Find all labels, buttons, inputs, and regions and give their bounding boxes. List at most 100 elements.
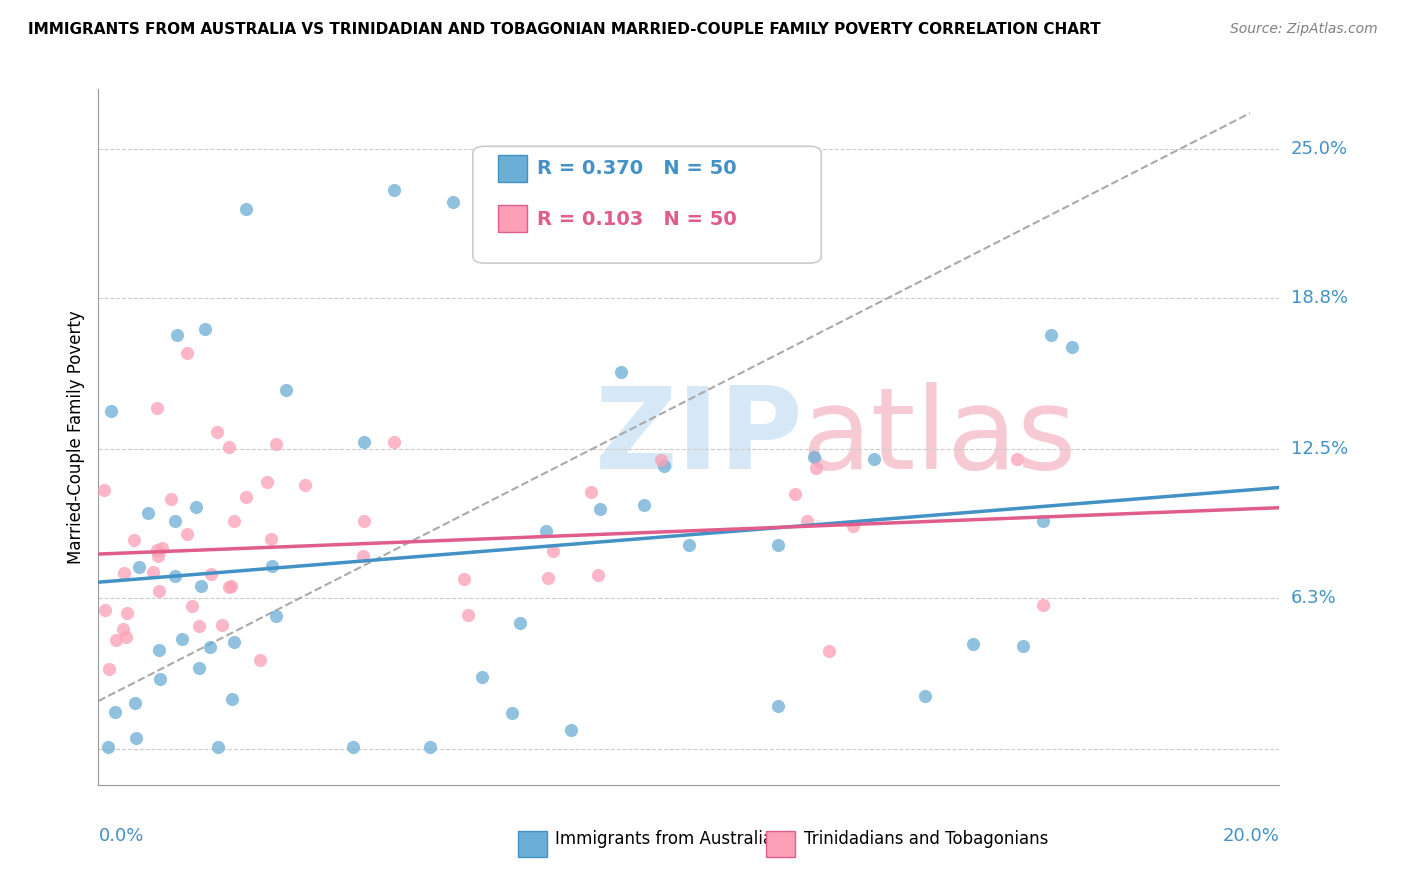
Point bbox=[610, 365, 633, 379]
Point bbox=[122, 533, 145, 547]
Point bbox=[453, 572, 475, 586]
Point bbox=[1011, 639, 1033, 653]
Point bbox=[176, 346, 198, 360]
Point bbox=[200, 567, 222, 582]
Point bbox=[249, 653, 271, 667]
Point bbox=[150, 541, 173, 555]
Point bbox=[264, 437, 287, 451]
Point bbox=[188, 661, 211, 675]
Point bbox=[184, 500, 207, 514]
Point bbox=[863, 452, 886, 467]
Point bbox=[93, 483, 115, 498]
Point bbox=[207, 739, 229, 754]
Bar bbox=[766, 830, 796, 857]
Point bbox=[274, 384, 297, 398]
Point bbox=[785, 486, 807, 500]
Point bbox=[581, 484, 603, 499]
Point bbox=[353, 514, 375, 528]
Point bbox=[294, 478, 316, 492]
Point bbox=[1032, 598, 1054, 612]
Point bbox=[541, 544, 564, 558]
Point bbox=[589, 502, 612, 516]
Point bbox=[796, 514, 818, 528]
Point bbox=[190, 579, 212, 593]
Point bbox=[441, 194, 464, 209]
Point bbox=[353, 435, 375, 450]
Point bbox=[537, 571, 560, 585]
Point bbox=[136, 507, 159, 521]
Point bbox=[166, 327, 188, 342]
Point bbox=[382, 183, 405, 197]
Point bbox=[678, 538, 700, 552]
Point bbox=[180, 599, 202, 614]
Point bbox=[148, 643, 170, 657]
Point bbox=[93, 602, 115, 616]
Point bbox=[219, 579, 242, 593]
Point bbox=[586, 568, 609, 582]
Text: 18.8%: 18.8% bbox=[1291, 289, 1347, 307]
Point bbox=[205, 425, 228, 440]
Text: Immigrants from Australia: Immigrants from Australia bbox=[555, 830, 773, 847]
Point bbox=[104, 632, 127, 647]
Point bbox=[1040, 327, 1063, 342]
Text: R = 0.103   N = 50: R = 0.103 N = 50 bbox=[537, 210, 737, 229]
Point bbox=[804, 461, 827, 475]
Point bbox=[111, 622, 134, 636]
Point bbox=[125, 731, 148, 745]
Point bbox=[509, 616, 531, 631]
Text: R = 0.370   N = 50: R = 0.370 N = 50 bbox=[537, 159, 737, 178]
Text: ZIP: ZIP bbox=[595, 382, 803, 492]
Text: Trinidadians and Tobagonians: Trinidadians and Tobagonians bbox=[803, 830, 1047, 847]
Point bbox=[145, 542, 167, 557]
Text: 0.0%: 0.0% bbox=[98, 827, 143, 845]
Point bbox=[224, 635, 246, 649]
Text: 6.3%: 6.3% bbox=[1291, 589, 1336, 607]
Point bbox=[766, 538, 789, 552]
Point bbox=[211, 618, 233, 632]
Point bbox=[536, 524, 558, 539]
Point bbox=[142, 565, 165, 579]
Point bbox=[266, 608, 288, 623]
Text: 25.0%: 25.0% bbox=[1291, 140, 1348, 158]
Point bbox=[471, 670, 494, 684]
Point bbox=[149, 672, 172, 686]
Point bbox=[382, 434, 405, 449]
Point bbox=[163, 514, 186, 528]
Point bbox=[419, 739, 441, 754]
Point bbox=[962, 636, 984, 650]
Point bbox=[1062, 340, 1084, 354]
Point bbox=[818, 643, 841, 657]
Point bbox=[176, 527, 198, 541]
Point bbox=[1032, 514, 1054, 528]
Point bbox=[194, 322, 217, 336]
Point bbox=[842, 519, 865, 533]
Point bbox=[222, 515, 245, 529]
Point bbox=[124, 696, 146, 710]
Point bbox=[221, 691, 243, 706]
Point bbox=[148, 549, 170, 563]
Point bbox=[914, 689, 936, 703]
Point bbox=[256, 475, 278, 489]
Point bbox=[650, 453, 672, 467]
Point bbox=[104, 705, 127, 719]
Point bbox=[766, 698, 789, 713]
Point bbox=[457, 607, 479, 622]
Text: 12.5%: 12.5% bbox=[1291, 440, 1348, 458]
Point bbox=[560, 723, 582, 737]
Point bbox=[218, 441, 240, 455]
Point bbox=[218, 581, 240, 595]
Point bbox=[160, 491, 183, 506]
Point bbox=[262, 558, 284, 573]
Point bbox=[115, 630, 138, 644]
Point bbox=[260, 532, 283, 546]
Point bbox=[235, 202, 257, 216]
Point bbox=[146, 401, 169, 416]
Y-axis label: Married-Couple Family Poverty: Married-Couple Family Poverty bbox=[66, 310, 84, 564]
Point bbox=[114, 566, 136, 580]
Point bbox=[100, 404, 122, 418]
Point bbox=[652, 459, 675, 474]
Point bbox=[235, 490, 257, 504]
Point bbox=[633, 499, 655, 513]
Point bbox=[501, 706, 523, 720]
Point bbox=[115, 606, 138, 620]
